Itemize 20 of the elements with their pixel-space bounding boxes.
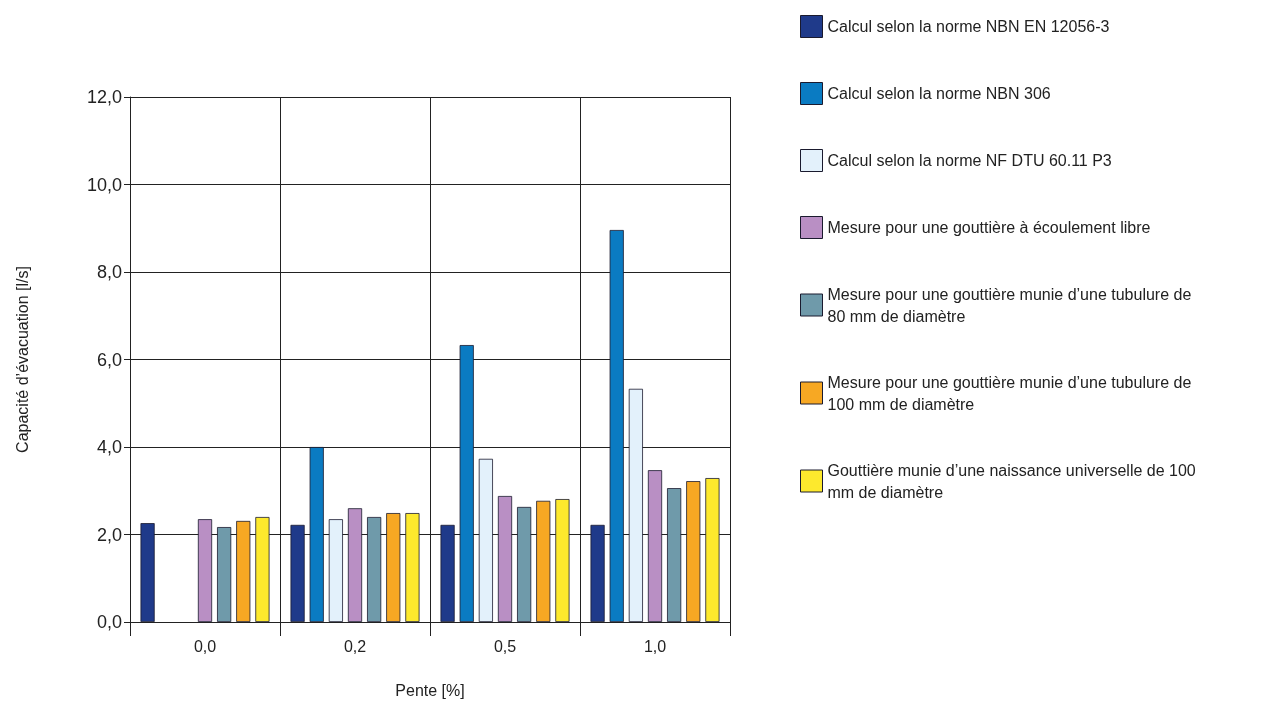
- y-tick-label: 12,0: [86, 87, 122, 107]
- legend-label: Mesure pour une gouttière munie d’une tubulure de 100 mm de diamètre: [827, 373, 1196, 413]
- y-tick-label: 0,0: [96, 612, 122, 632]
- x-tick-label: 1,0: [643, 637, 667, 655]
- legend-label: Calcul selon la norme NF DTU 60.11 P3: [827, 152, 1112, 169]
- y-tick-label: 4,0: [96, 437, 122, 457]
- y-tick-label: 6,0: [96, 349, 122, 370]
- x-tick-label: 0,0: [193, 637, 217, 655]
- y-axis-title: Capacité d’évacuation [l/s]: [13, 266, 31, 453]
- x-tick-label: 0,5: [493, 637, 517, 655]
- y-tick-label: 2,0: [96, 524, 122, 545]
- legend-label: Calcul selon la norme NBN 306: [827, 85, 1051, 102]
- y-tick-label: 8,0: [96, 262, 122, 282]
- legend-label: Mesure pour une gouttière à écoulement libre: [827, 219, 1151, 236]
- y-tick-label: 10,0: [86, 174, 122, 195]
- legend-label: Gouttière munie d’une naissance universelle de 100 mm de diamètre: [827, 461, 1201, 501]
- x-axis-title: Pente [%]: [395, 681, 465, 699]
- x-tick-label: 0,2: [343, 637, 367, 655]
- legend-label: Mesure pour une gouttière munie d’une tubulure de 80 mm de diamètre: [827, 285, 1196, 325]
- legend-label: Calcul selon la norme NBN EN 12056-3: [827, 18, 1110, 35]
